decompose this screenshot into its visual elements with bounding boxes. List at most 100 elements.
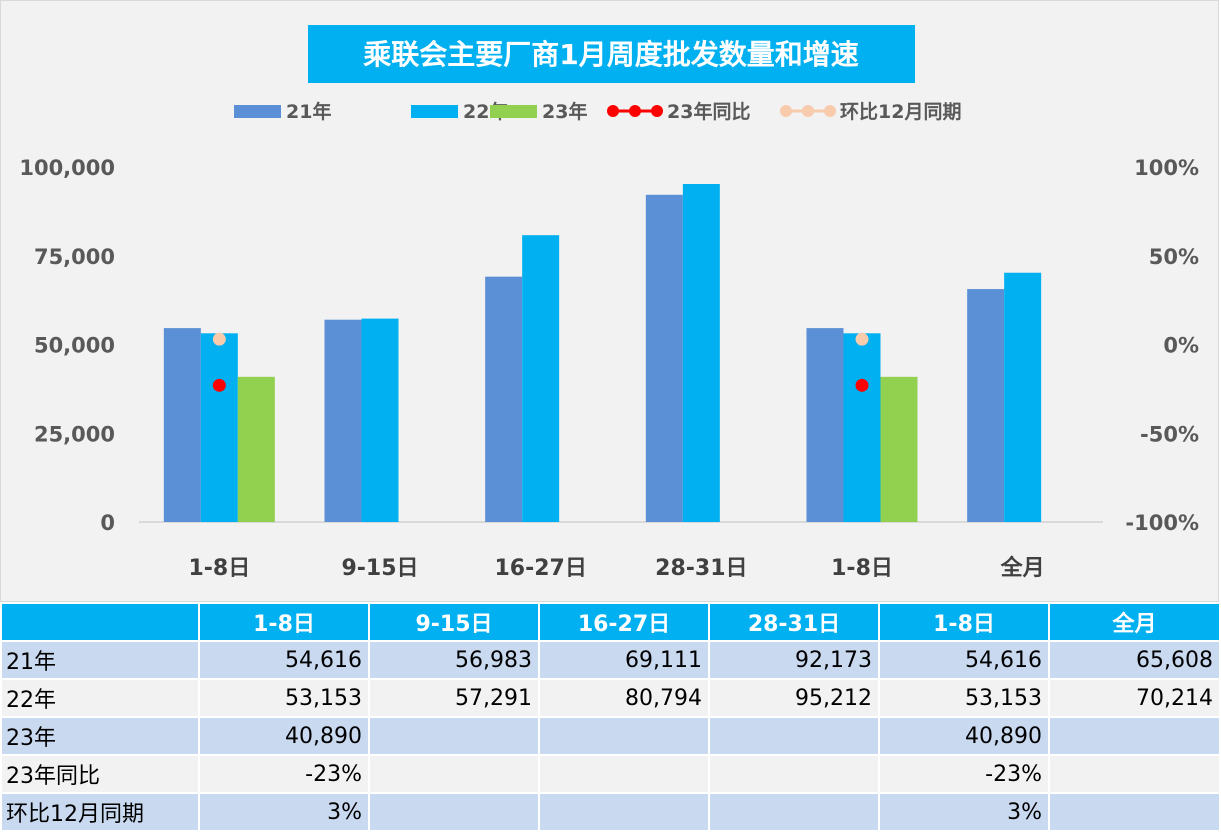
y-axis-left: 0 25,000 50,000 75,000 100,000 [19, 156, 115, 535]
y2-tick-label: -50% [1140, 422, 1199, 446]
table-cell: 53,153 [878, 678, 1050, 718]
table-cell: 54,616 [198, 640, 370, 680]
legend-marker [802, 105, 814, 117]
x-tick-label: 全月 [1000, 555, 1045, 581]
table-row: 23年同比 -23% -23% [0, 754, 1221, 794]
table-cell [368, 754, 540, 794]
table-cell [1048, 754, 1221, 794]
table-row-label: 23年 [0, 716, 200, 756]
bar [485, 276, 523, 522]
table-cell: 40,890 [878, 716, 1050, 756]
x-tick-label: 1-8日 [188, 556, 250, 581]
legend: 21年 22年 23年 23年同比 环比12月同期 [234, 100, 961, 123]
table-cell: 92,173 [708, 640, 880, 680]
table-cell [368, 792, 540, 832]
legend-label: 23年 [542, 100, 587, 123]
y-tick-label: 0 [100, 511, 115, 535]
legend-marker [607, 105, 619, 117]
table-header-cell: 9-15日 [368, 602, 540, 642]
bar [200, 333, 238, 522]
bar [324, 319, 362, 522]
table-cell: 40,890 [198, 716, 370, 756]
legend-marker [629, 105, 641, 117]
table-cell [538, 716, 710, 756]
table-cell [1048, 716, 1221, 756]
x-tick-label: 1-8日 [831, 556, 893, 581]
table-cell: 69,111 [538, 640, 710, 680]
y2-tick-label: -100% [1125, 511, 1199, 535]
bar [163, 328, 201, 522]
markers [212, 332, 869, 392]
table-cell [538, 754, 710, 794]
table-header-cell: 28-31日 [708, 602, 880, 642]
data-point-marker [855, 332, 869, 346]
table-cell [368, 716, 540, 756]
legend-label: 23年同比 [667, 100, 750, 123]
table-row: 22年 53,153 57,291 80,794 95,212 53,153 7… [0, 678, 1221, 718]
x-axis: 1-8日 9-15日 16-27日 28-31日 1-8日 全月 [188, 555, 1044, 581]
table-cell [708, 716, 880, 756]
data-point-marker [212, 332, 226, 346]
y2-tick-label: 100% [1134, 156, 1199, 180]
bar [967, 289, 1005, 522]
bar [1004, 272, 1042, 522]
chart-title: 乘联会主要厂商1月周度批发数量和增速 [363, 38, 859, 71]
chart-panel: 乘联会主要厂商1月周度批发数量和增速 21年 22年 23年 23年同比 环比12月同期… [0, 0, 1219, 602]
table-row-label: 23年同比 [0, 754, 200, 794]
table-cell [708, 754, 880, 794]
table-row-label: 21年 [0, 640, 200, 680]
table-cell: 80,794 [538, 678, 710, 718]
legend-swatch [234, 105, 281, 118]
data-table: 1-8日 9-15日 16-27日 28-31日 1-8日 全月 21年 54,… [0, 602, 1221, 832]
table-row: 环比12月同期 3% 3% [0, 792, 1221, 832]
legend-swatch [411, 105, 458, 118]
table-cell: 53,153 [198, 678, 370, 718]
y-tick-label: 75,000 [34, 245, 115, 269]
table-cell: -23% [198, 754, 370, 794]
table-row-label: 环比12月同期 [0, 792, 200, 832]
table-header-cell: 全月 [1048, 602, 1221, 642]
table-cell: 56,983 [368, 640, 540, 680]
table-cell [1048, 792, 1221, 832]
bars [163, 183, 1042, 523]
table-row-label: 22年 [0, 678, 200, 718]
legend-marker [780, 105, 792, 117]
bar [806, 328, 844, 522]
table-cell [708, 792, 880, 832]
table-row: 21年 54,616 56,983 69,111 92,173 54,616 6… [0, 640, 1221, 680]
x-tick-label: 16-27日 [494, 556, 586, 581]
legend-swatch [490, 105, 537, 118]
y-tick-label: 100,000 [19, 156, 115, 180]
bar [522, 235, 560, 522]
table-cell: 65,608 [1048, 640, 1221, 680]
table-cell: 95,212 [708, 678, 880, 718]
bar [880, 376, 918, 522]
x-tick-label: 28-31日 [655, 556, 747, 581]
y-tick-label: 50,000 [34, 334, 115, 358]
legend-label: 21年 [286, 100, 331, 123]
table-header-cell: 1-8日 [198, 602, 370, 642]
y2-tick-label: 50% [1149, 245, 1199, 269]
table-header-row: 1-8日 9-15日 16-27日 28-31日 1-8日 全月 [0, 602, 1221, 642]
table-cell: 3% [878, 792, 1050, 832]
legend-marker [824, 105, 836, 117]
bar [361, 318, 399, 522]
table-header-cell: 1-8日 [878, 602, 1050, 642]
bar [682, 183, 720, 522]
chart-svg: 乘联会主要厂商1月周度批发数量和增速 21年 22年 23年 23年同比 环比12月同期… [19, 25, 1199, 581]
y2-tick-label: 0% [1163, 334, 1199, 358]
bar [237, 376, 275, 522]
table-cell [538, 792, 710, 832]
data-point-marker [212, 378, 226, 392]
table-cell: 57,291 [368, 678, 540, 718]
table-cell: 54,616 [878, 640, 1050, 680]
x-tick-label: 9-15日 [341, 556, 418, 581]
table-cell: 70,214 [1048, 678, 1221, 718]
table-header-cell: 16-27日 [538, 602, 710, 642]
bar [645, 194, 683, 523]
data-point-marker [855, 378, 869, 392]
bar [843, 333, 881, 522]
y-tick-label: 25,000 [34, 422, 115, 446]
table-header-cell [0, 602, 200, 642]
table-cell: 3% [198, 792, 370, 832]
